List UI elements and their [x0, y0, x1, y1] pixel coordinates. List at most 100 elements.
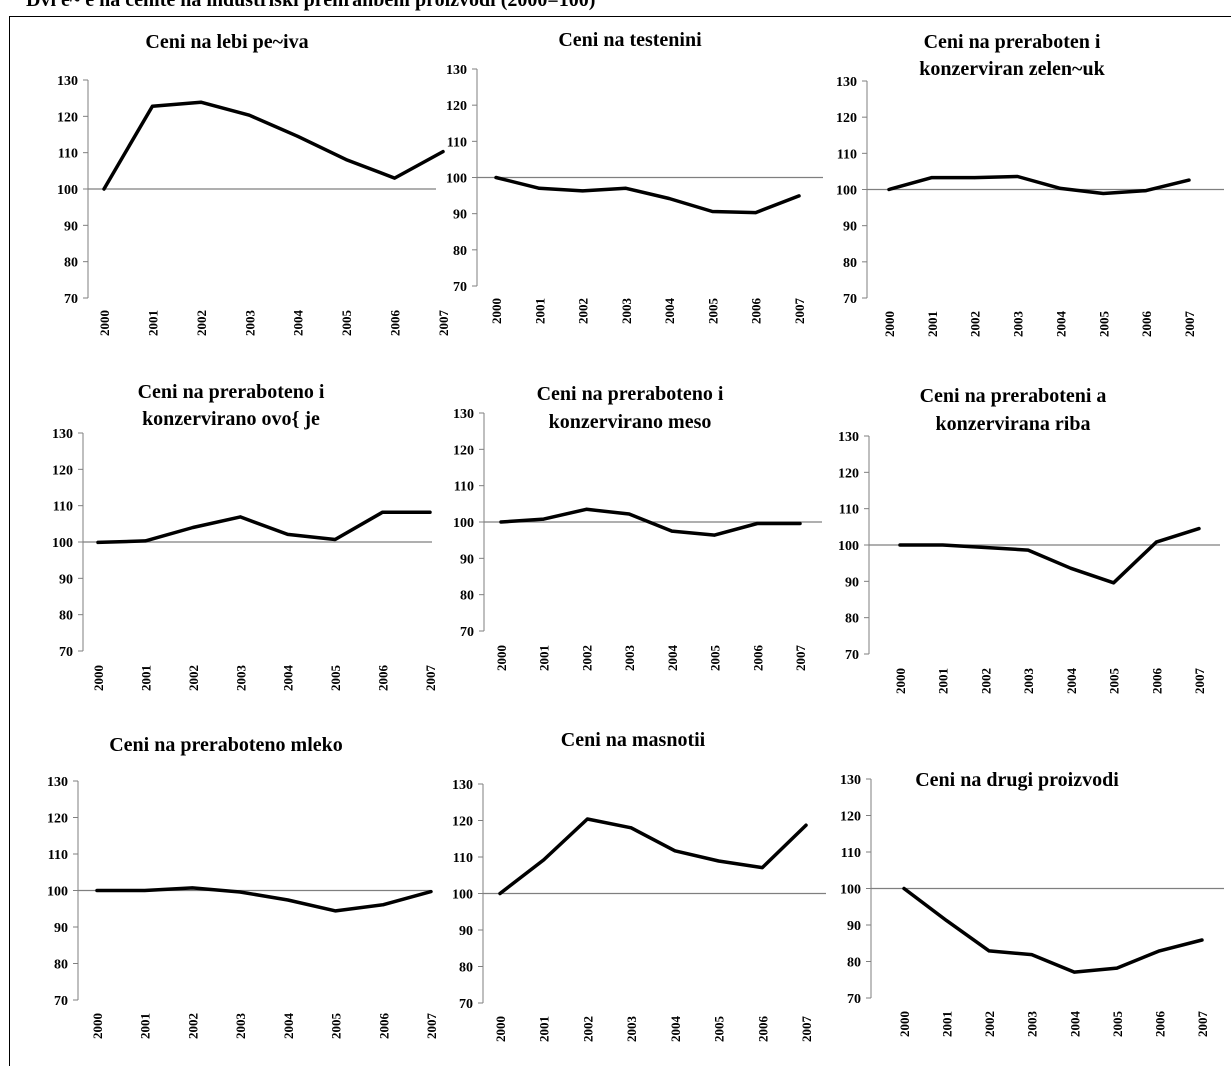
- chart-9: Ceni na drugi proizvodi 70 80 90 100 110 120 13…: [840, 769, 1224, 1037]
- data-point: [542, 858, 546, 862]
- data-point: [581, 189, 585, 193]
- y-tick-label: 80: [459, 961, 473, 976]
- x-tick-label: 2007: [1182, 311, 1197, 338]
- y-tick-label: 70: [54, 994, 68, 1009]
- data-point: [344, 158, 348, 162]
- chart-title: Ceni na preraboten i: [924, 31, 1101, 53]
- data-point: [1197, 527, 1201, 531]
- y-tick-label: 110: [837, 147, 857, 162]
- y-tick-label: 70: [460, 625, 474, 640]
- data-point: [1026, 548, 1030, 552]
- data-point: [429, 890, 433, 894]
- x-tick-label: 2005: [1096, 311, 1111, 338]
- y-tick-label: 80: [59, 609, 73, 624]
- y-tick-label: 110: [839, 503, 859, 518]
- x-tick-label: 2005: [712, 1016, 727, 1043]
- chart-title: konzervirano ovo{ je: [142, 408, 320, 430]
- data-point: [143, 889, 147, 892]
- x-tick-label: 2006: [1149, 668, 1164, 695]
- x-tick-label: 2006: [388, 310, 403, 337]
- page-title: Dvi e~ e na cenite na industriski prehra…: [26, 0, 596, 11]
- y-tick-label: 70: [459, 997, 473, 1012]
- y-tick-label: 90: [847, 919, 861, 934]
- y-tick-label: 70: [845, 648, 859, 663]
- y-tick-label: 120: [840, 810, 861, 825]
- x-tick-label: 2006: [376, 665, 391, 692]
- x-tick-label: 2007: [1195, 1011, 1210, 1038]
- chart-title: Ceni na preraboteni a: [920, 385, 1107, 407]
- chart-title: Ceni na drugi proizvodi: [915, 769, 1119, 791]
- chart-6: Ceni na preraboteni a konzervirana riba 70…: [838, 385, 1220, 694]
- data-point: [624, 186, 628, 190]
- x-tick-label: 2004: [668, 1016, 683, 1043]
- data-point: [95, 889, 99, 892]
- chart-2: Ceni na testenini 70 80 90 100 110 120 130 2000 2…: [446, 29, 823, 324]
- x-tick-label: 2005: [708, 645, 723, 672]
- data-point: [585, 817, 589, 821]
- chart-4: Ceni na preraboteno i konzervirano ovo{ j…: [52, 381, 438, 691]
- y-tick-label: 120: [47, 812, 68, 827]
- y-tick-label: 130: [47, 775, 68, 790]
- x-tick-label: 2002: [185, 1013, 200, 1039]
- y-tick-label: 120: [446, 99, 467, 114]
- x-tick-label: 2006: [1139, 311, 1154, 338]
- data-point: [333, 537, 337, 541]
- y-tick-label: 120: [838, 466, 859, 481]
- y-tick-label: 100: [57, 183, 78, 198]
- series-line: [494, 175, 801, 215]
- x-tick-label: 2002: [968, 311, 983, 337]
- x-tick-label: 2007: [424, 1013, 439, 1040]
- data-point: [945, 919, 949, 923]
- x-tick-label: 2005: [1107, 668, 1122, 695]
- x-tick-label: 2005: [339, 310, 354, 337]
- y-tick-label: 80: [845, 612, 859, 627]
- chart-title: konzervirana riba: [936, 413, 1091, 435]
- data-point: [667, 196, 671, 200]
- data-point: [627, 512, 631, 516]
- x-tick-label: 2002: [576, 298, 591, 324]
- y-tick-label: 100: [836, 184, 857, 199]
- data-point: [286, 898, 290, 902]
- x-tick-label: 2002: [186, 665, 201, 691]
- y-tick-label: 130: [453, 407, 474, 422]
- data-point: [1101, 191, 1105, 195]
- data-point: [798, 521, 802, 525]
- chart-title: konzervirano meso: [549, 411, 712, 433]
- data-point: [941, 543, 945, 547]
- data-point: [247, 113, 251, 117]
- x-tick-label: 2006: [749, 298, 764, 325]
- y-tick-label: 130: [840, 773, 861, 788]
- y-tick-label: 90: [459, 924, 473, 939]
- y-tick-label: 90: [845, 575, 859, 590]
- y-tick-label: 100: [452, 888, 473, 903]
- y-tick-label: 130: [452, 778, 473, 793]
- data-point: [441, 150, 445, 154]
- x-tick-label: 2007: [1192, 668, 1207, 695]
- x-tick-label: 2002: [194, 310, 209, 336]
- data-point: [537, 186, 541, 190]
- x-tick-label: 2006: [1152, 1011, 1167, 1038]
- y-tick-label: 90: [453, 208, 467, 223]
- data-point: [902, 887, 906, 890]
- y-tick-label: 110: [53, 500, 73, 515]
- chart-title: Ceni na preraboteno mleko: [109, 734, 343, 756]
- data-point: [673, 849, 677, 853]
- data-point: [1030, 953, 1034, 957]
- x-tick-label: 2003: [1021, 668, 1036, 695]
- data-point: [238, 890, 242, 894]
- x-tick-label: 2001: [145, 310, 160, 336]
- chart-title: Ceni na masnotii: [561, 729, 706, 751]
- data-point: [755, 521, 759, 525]
- x-tick-label: 2001: [138, 665, 153, 691]
- x-tick-label: 2000: [897, 1011, 912, 1037]
- y-tick-label: 100: [453, 516, 474, 531]
- data-point: [1154, 540, 1158, 544]
- x-tick-label: 2005: [705, 298, 720, 325]
- chart-title: Ceni na lebi pe~iva: [145, 31, 308, 53]
- y-tick-label: 110: [447, 135, 467, 150]
- data-point: [1112, 581, 1116, 585]
- x-tick-label: 2001: [936, 668, 951, 694]
- x-tick-label: 2003: [1011, 311, 1026, 338]
- y-tick-label: 100: [840, 883, 861, 898]
- x-tick-label: 2000: [893, 668, 908, 694]
